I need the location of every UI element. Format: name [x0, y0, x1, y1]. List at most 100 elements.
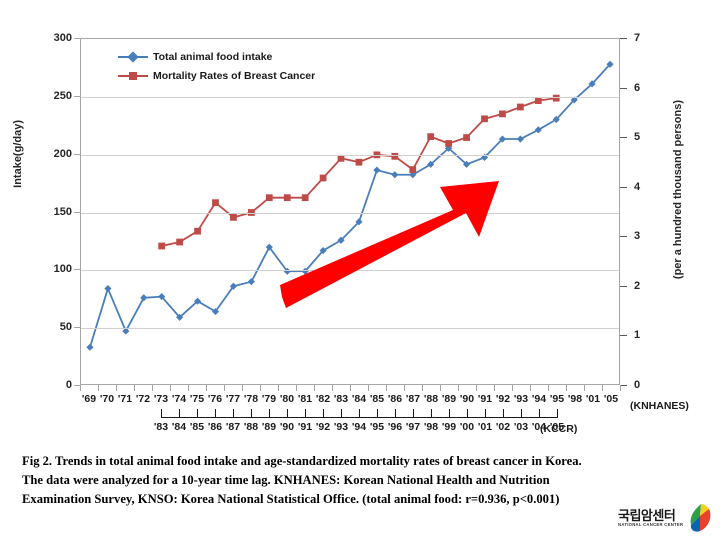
kccr-tick-mark [233, 409, 234, 418]
series-line-0 [89, 63, 611, 348]
data-point-marker [498, 135, 507, 143]
x-tick-label-knhanes: '94 [531, 393, 547, 405]
y-tick-mark-right [620, 186, 627, 188]
y-tick-label-right: 5 [634, 131, 641, 144]
x-tick-label-knhanes: '83 [333, 393, 349, 405]
data-point-marker [463, 134, 470, 141]
x-tick-label-knhanes: '85 [369, 393, 385, 405]
x-tick-label-knhanes: '78 [243, 393, 259, 405]
data-point-marker [427, 160, 435, 168]
y-tick-mark-right [620, 285, 627, 287]
x-tick-mark [350, 385, 351, 391]
x-tick-label-kccr: '93 [333, 421, 349, 433]
data-point-marker [499, 110, 506, 118]
x-tick-mark [404, 385, 405, 391]
x-tick-label-kccr: '03 [513, 421, 529, 433]
series-canvas [86, 60, 614, 351]
figure-caption: Fig 2. Trends in total animal food intak… [0, 452, 720, 509]
caption-line-3: Examination Survey, KNSO: Korea National… [22, 492, 560, 506]
caption-line-2: The data were analyzed for a 10-year tim… [22, 473, 550, 487]
x-tick-mark [206, 385, 207, 391]
x-axis-source-knhanes: (KNHANES) [630, 400, 689, 412]
chart-legend: Total animal food intake Mortality Rates… [118, 47, 315, 85]
data-point-marker [212, 199, 219, 207]
y-tick-mark-right [620, 385, 627, 386]
gridline [81, 154, 619, 156]
y-tick-mark-left [74, 38, 80, 39]
data-point-marker [337, 154, 345, 162]
x-tick-label-kccr: '85 [189, 421, 205, 433]
data-point-marker [409, 166, 417, 174]
x-tick-label-knhanes: '01 [585, 393, 601, 405]
x-tick-mark [530, 385, 531, 391]
legend-label-0: Total animal food intake [153, 50, 273, 63]
kccr-tick-mark [557, 409, 558, 418]
data-point-marker [534, 126, 542, 134]
x-tick-mark [332, 385, 333, 391]
x-tick-mark [584, 385, 585, 391]
data-point-marker [301, 194, 309, 202]
x-tick-label-kccr: '00 [459, 421, 475, 433]
x-tick-label-knhanes: '74 [171, 393, 187, 405]
x-tick-mark [512, 385, 513, 391]
gridline [81, 328, 619, 330]
kccr-tick-mark [287, 409, 288, 418]
x-tick-label-kccr: '87 [225, 421, 241, 433]
x-tick-mark [296, 385, 297, 391]
x-tick-label-knhanes: '81 [297, 393, 313, 405]
x-tick-label-knhanes: '77 [225, 393, 241, 405]
data-point-marker [534, 97, 542, 105]
legend-label-1: Mortality Rates of Breast Cancer [153, 69, 316, 82]
logo-english-text: NATIONAL CANCER CENTER [618, 522, 684, 527]
y-tick-mark-left [74, 327, 80, 329]
data-point-marker [229, 282, 238, 290]
x-axis-labels-kccr: '83'84'85'86'87'88'89'90'91'92'93'94'95 '… [0, 421, 720, 437]
x-tick-label-knhanes: '87 [405, 393, 421, 405]
data-point-marker [552, 115, 560, 124]
x-tick-mark [368, 385, 369, 391]
data-point-marker [606, 60, 614, 68]
y-tick-label-right: 0 [634, 379, 641, 391]
national-cancer-center-logo: 국립암센터 NATIONAL CANCER CENTER [618, 503, 714, 537]
x-tick-mark [620, 385, 621, 391]
data-point-marker [176, 238, 184, 246]
data-point-marker [427, 133, 435, 141]
x-tick-mark [458, 385, 459, 391]
x-tick-label-kccr: '90 [279, 421, 295, 433]
figure-chart: Intake(g/day) (per a hundred thousand pe… [0, 32, 720, 437]
y-tick-label-left: 0 [65, 379, 72, 391]
x-tick-label-knhanes: '69 [81, 393, 97, 405]
data-point-marker [283, 194, 291, 202]
kccr-tick-mark [197, 409, 198, 418]
y-tick-mark-right [620, 137, 627, 139]
x-tick-label-knhanes: '79 [261, 393, 277, 405]
data-point-marker [516, 135, 524, 143]
data-point-marker [211, 307, 220, 316]
kccr-tick-mark [323, 409, 324, 418]
kccr-tick-mark [215, 409, 216, 418]
x-tick-label-kccr: '04 [531, 421, 547, 433]
x-tick-mark [98, 385, 99, 391]
kccr-tick-mark [449, 409, 450, 418]
x-tick-label-kccr: '02 [495, 421, 511, 433]
y-tick-label-right: 1 [634, 329, 641, 342]
x-tick-label-knhanes: '82 [315, 393, 331, 405]
kccr-tick-mark [413, 409, 414, 418]
x-tick-mark [188, 385, 189, 391]
kccr-tick-mark [269, 409, 270, 418]
x-tick-label-knhanes: '90 [459, 393, 475, 405]
kccr-tick-mark [179, 409, 180, 418]
x-tick-label-knhanes: '05 [603, 393, 619, 405]
x-tick-label-kccr: '88 [243, 421, 259, 433]
x-tick-mark [260, 385, 261, 391]
legend-swatch-square [118, 71, 148, 81]
y-tick-mark-left [74, 153, 80, 155]
data-point-marker [355, 158, 363, 166]
x-tick-label-knhanes: '95 [549, 393, 565, 405]
y-tick-mark-left [74, 95, 80, 97]
y-tick-mark-left [74, 269, 80, 271]
data-point-marker [516, 103, 524, 111]
y-tick-mark-right [620, 87, 627, 89]
kccr-tick-mark [503, 409, 504, 418]
x-tick-mark [566, 385, 567, 391]
